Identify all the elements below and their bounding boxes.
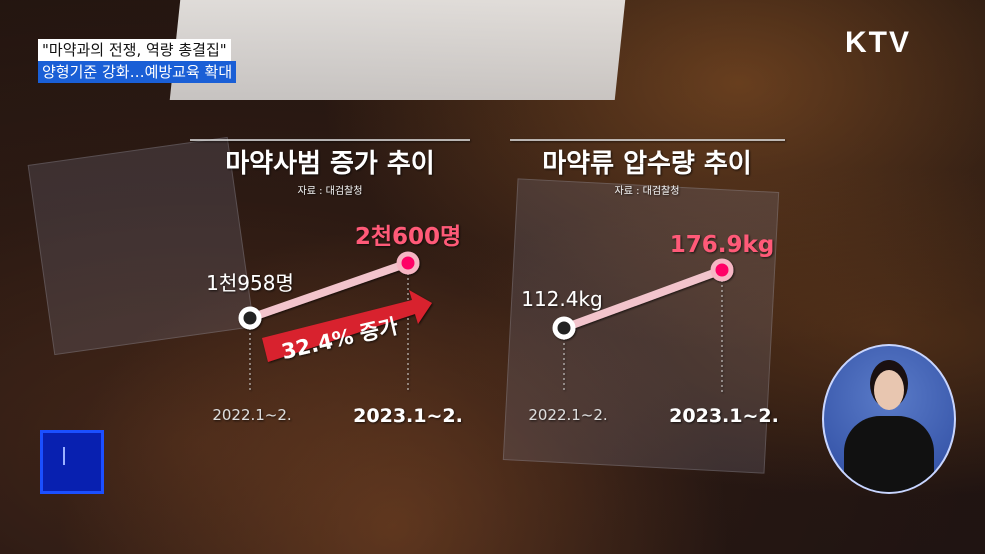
data-point: [552, 316, 576, 340]
chart-crime: 마약사범 증가 추이 자료 : 대검찰청 32.4% 증가 1천958명 2천6…: [190, 139, 470, 427]
data-point: [710, 258, 734, 282]
chart-title: 마약사범 증가 추이: [225, 149, 434, 179]
caption-headline: "마약과의 전쟁, 역량 총결집": [38, 39, 231, 61]
chart-title: 마약류 압수량 추이: [542, 149, 751, 179]
blue-square-overlay: [40, 430, 104, 494]
series-line: [248, 259, 410, 322]
chart-source: 자료 : 대검찰청: [615, 185, 680, 197]
series-line: [562, 266, 724, 332]
x-tick-label: 2022.1~2.: [212, 406, 291, 424]
sign-language-interpreter: [822, 344, 956, 494]
chart-seizure: 마약류 압수량 추이 자료 : 대검찰청 112.4kg 176.9kg 202…: [510, 139, 785, 427]
value-label: 1천958명: [206, 271, 294, 295]
x-tick-label: 2023.1~2.: [353, 405, 463, 427]
x-tick-label: 2022.1~2.: [528, 406, 607, 424]
x-tick-label: 2023.1~2.: [669, 405, 779, 427]
chart-source: 자료 : 대검찰청: [298, 185, 363, 197]
caption-subline: 양형기준 강화…예방교육 확대: [38, 61, 237, 83]
value-label: 176.9kg: [670, 232, 775, 258]
increase-arrow: [262, 290, 432, 362]
data-point: [238, 306, 262, 330]
data-point: [396, 251, 420, 275]
value-label: 112.4kg: [521, 287, 603, 311]
value-label: 2천600명: [355, 224, 461, 250]
channel-logo: KTV: [845, 26, 911, 59]
